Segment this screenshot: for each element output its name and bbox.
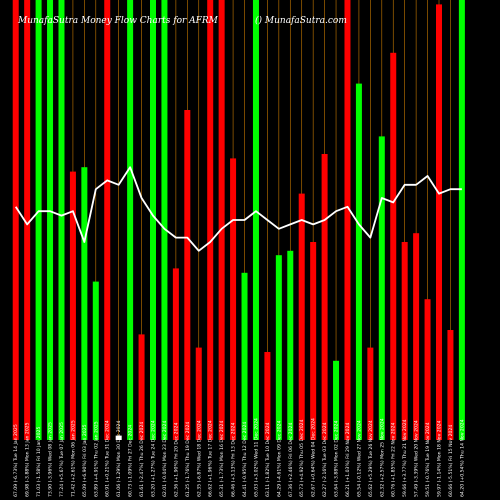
bar-thu-05-dec-2024	[298, 193, 305, 440]
x-tick-label: 71.42 (+2.61%) Mon 06 Jan 2025	[70, 420, 76, 497]
bar-tue-07-jan-2025	[58, 0, 65, 440]
x-tick-label: 61.06 (-1.29%) Mon 30 Dec 2024	[116, 421, 122, 497]
bar-wed-27-nov-2024	[355, 83, 362, 440]
x-tick-label: 77.24 (+5.67%) Tue 07 Jan 2025	[59, 422, 65, 497]
x-tick-label: 62.36 (+1.90%) Fri 20 Dec 2024	[173, 423, 179, 497]
bar-mon-25-nov-2024	[378, 136, 385, 440]
x-tick-label: 65.54 (-0.12%) Wed 27 Nov 2024	[356, 420, 362, 497]
bar-thu-12-dec-2024	[241, 272, 248, 440]
money-flow-line	[14, 166, 462, 252]
x-tick-label: 64.29 (-4.61%) Mon 09 Dec 2024	[276, 421, 282, 497]
bar-mon-09-dec-2024	[275, 255, 282, 440]
bar-fri-13-dec-2024	[230, 158, 237, 440]
x-tick-label: 67.09 (-6.73%) Tue 14 Jan 2025	[13, 424, 19, 497]
x-tick-label: 60.91 (+0.21%) Tue 31 Dec 2024	[105, 420, 111, 497]
x-tick-label: 63.89 (+4.91%) Thu 02 Jan 2025	[93, 421, 99, 497]
bar-mon-02-dec-2024	[333, 360, 340, 440]
x-tick-label: 62.35 (-6.87%) Wed 18 Dec 2024	[196, 420, 202, 497]
bars-layer	[12, 0, 465, 441]
x-tick-label: 65.09 (+6.90%) Fri 03 Jan 2025	[82, 424, 88, 497]
bar-thu-19-dec-2024	[184, 110, 191, 440]
bar-wed-08-jan-2025	[47, 0, 54, 440]
x-tick-label: 63.20 (+1.27%) Tue 24 Dec 2024	[151, 420, 157, 497]
x-tick-label: 63.64 (-3.88%) Mon 02 Dec 2024	[334, 421, 340, 497]
line-layer	[14, 166, 462, 252]
x-tick-label: 61.61 (-2.47%) Thu 26 Dec 2024	[139, 422, 145, 497]
bar-thu-21-nov-2024	[401, 242, 408, 440]
bar-fri-10-jan-2025	[35, 0, 42, 440]
x-tick-label: 64.41 (-0.95%) Thu 12 Dec 2024	[242, 422, 248, 497]
bar-mon-30-dec-2024	[115, 435, 122, 440]
x-tick-label: 59.51 (-0.76%) Tue 19 Nov 2024	[425, 422, 431, 497]
x-tick-label: 73.90 (-3.96%) Wed 08 Jan 2025	[48, 422, 54, 497]
bar-mon-13-jan-2025	[24, 0, 31, 440]
x-tick-label: 65.03 (+3.02%) Wed 11 Dec 2024	[253, 418, 259, 497]
x-tick-labels: 67.09 (-6.73%) Tue 14 Jan 2025 69.98 (-3.…	[13, 418, 465, 497]
bar-tue-03-dec-2024	[321, 154, 328, 440]
bar-tue-26-nov-2024	[367, 347, 374, 440]
bar-tue-31-dec-2024	[104, 0, 111, 440]
bar-fri-27-dec-2024	[127, 0, 134, 440]
bar-tue-10-dec-2024	[264, 352, 271, 440]
bar-wed-04-dec-2024	[310, 242, 317, 440]
bar-fri-06-dec-2024	[287, 250, 294, 440]
bar-mon-16-dec-2024	[218, 0, 225, 440]
bar-mon-18-nov-2024	[436, 4, 442, 441]
x-tick-label: 60.66 (-5.51%) Fri 15 Nov 2024	[448, 425, 454, 497]
x-tick-label: 64.20 (+0.54%) Thu 14 Nov 2024	[459, 419, 465, 497]
x-tick-label: 63.11 (-1.82%) Tue 10 Dec 2024	[265, 422, 271, 497]
x-tick-label: 62.32 (+2.57%) Mon 25 Nov 2024	[379, 418, 385, 497]
x-tick-label: 62.67 (+0.64%) Wed 04 Dec 2024	[311, 418, 317, 497]
bar-fri-22-nov-2024	[390, 52, 397, 441]
watermark-text: () MunafaSutra.com	[255, 15, 347, 26]
bar-wed-11-dec-2024	[252, 0, 259, 440]
x-tick-label: 60.76 (+1.85%) Fri 22 Nov 2024	[391, 422, 397, 497]
x-tick-label: 59.66 (+3.77%) Thu 21 Nov 2024	[402, 419, 408, 497]
bar-wed-18-dec-2024	[195, 347, 202, 440]
x-tick-label: 66.46 (+3.13%) Fri 13 Dec 2024	[231, 423, 237, 497]
bar-tue-17-dec-2024	[207, 0, 214, 440]
x-tick-label: 65.31 (-1.73%) Mon 16 Dec 2024	[219, 421, 225, 497]
bar-tue-14-jan-2025	[12, 0, 19, 440]
bar-thu-26-dec-2024	[138, 334, 145, 440]
chart-title: MunafaSutra Money Flow Charts for AFRM	[17, 16, 219, 26]
bar-wed-20-nov-2024	[413, 233, 420, 440]
bar-thu-14-nov-2024	[458, 0, 465, 440]
bar-fri-03-jan-2025	[81, 167, 88, 440]
bar-mon-23-dec-2024	[161, 0, 168, 440]
x-tick-label: 67.36 (+2.46%) Fri 06 Dec 2024	[288, 423, 294, 497]
x-tick-label: 61.25 (-1.76%) Thu 19 Dec 2024	[185, 422, 191, 497]
x-tick-label: 65.73 (+4.92%) Thu 05 Dec 2024	[299, 419, 305, 497]
bar-fri-20-dec-2024	[172, 268, 179, 440]
x-tick-label: 60.73 (-1.09%) Fri 27 Dec 2024	[128, 425, 134, 497]
x-tick-label: 65.62 (+5.29%) Tue 26 Nov 2024	[368, 420, 374, 497]
x-tick-label: 66.21 (+1.03%) Fri 29 Nov 2024	[345, 422, 351, 497]
x-tick-label: 59.97 (-1.14%) Mon 18 Nov 2024	[437, 420, 443, 497]
x-tick-label: 66.62 (+1.96%) Tue 17 Dec 2024	[208, 420, 214, 497]
bar-fri-29-nov-2024	[344, 0, 351, 440]
bar-tue-19-nov-2024	[424, 299, 431, 440]
bar-fri-15-nov-2024	[447, 330, 454, 440]
bar-thu-02-jan-2025	[92, 281, 99, 440]
x-tick-label: 62.01 (-0.04%) Mon 23 Dec 2024	[162, 421, 168, 497]
bar-mon-06-jan-2025	[69, 171, 76, 440]
x-tick-label: 69.98 (-3.88%) Mon 13 Jan 2025	[25, 422, 31, 497]
bar-tue-24-dec-2024	[150, 0, 156, 440]
x-tick-label: 71.03 (-1.58%) Fri 10 Jan 2025	[36, 427, 42, 497]
x-tick-label: 57.49 (-3.39%) Wed 20 Nov 2024	[414, 420, 420, 497]
x-tick-label: 62.27 (-2.16%) Tue 03 Dec 2024	[322, 422, 328, 497]
